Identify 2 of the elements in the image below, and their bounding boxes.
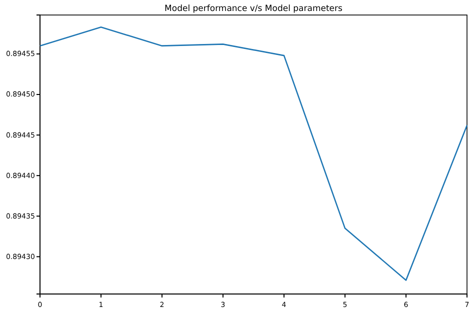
line-series (39, 26, 468, 281)
chart-title: Model performance v/s Model parameters (164, 4, 344, 14)
